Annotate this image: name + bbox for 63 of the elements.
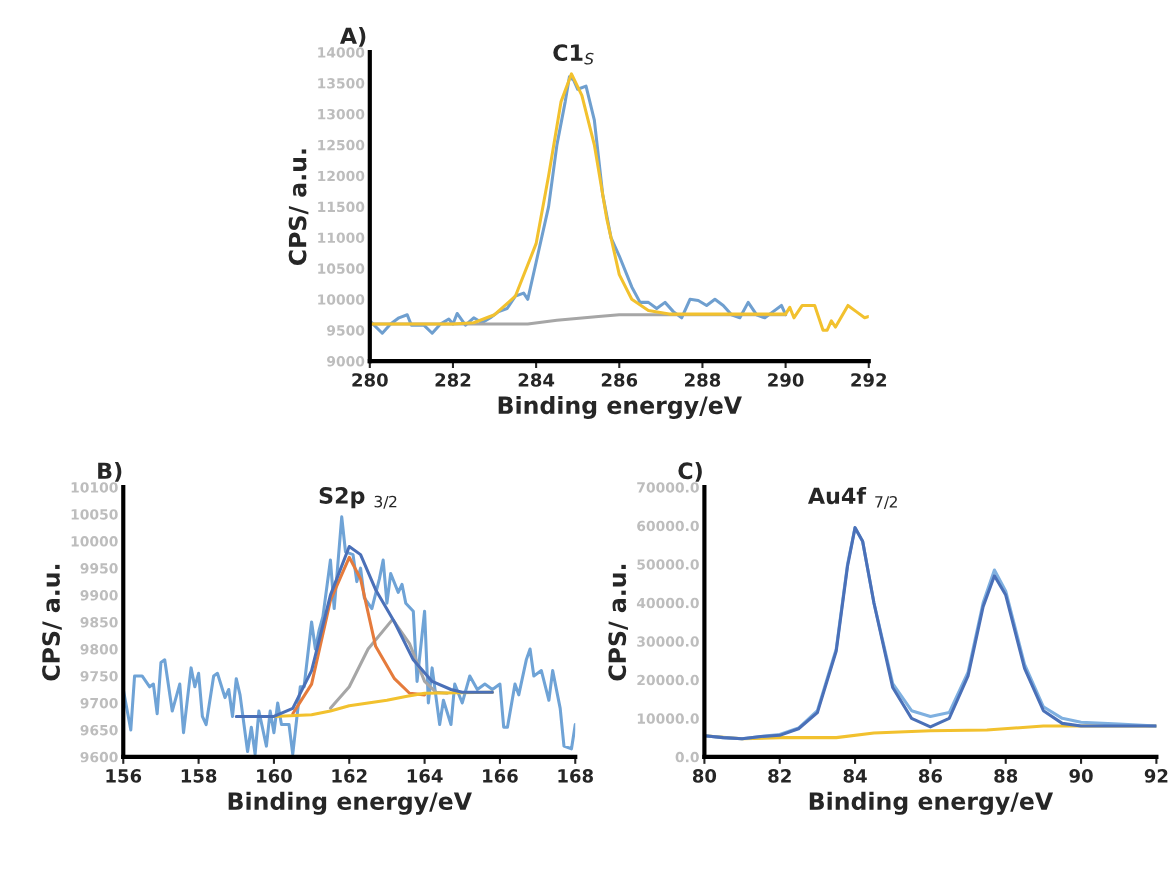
y-tick-label: 9650 bbox=[80, 724, 118, 736]
x-tick-label: 88 bbox=[994, 769, 1018, 783]
y-tick-label: 9600 bbox=[80, 751, 118, 763]
x-tick-label: 280 bbox=[352, 373, 388, 387]
y-tick-label: 9750 bbox=[80, 670, 118, 682]
x-tick-label: 84 bbox=[843, 769, 867, 783]
x-tick-label: 158 bbox=[181, 769, 217, 783]
x-tick-label: 92 bbox=[1144, 769, 1168, 783]
y-tick-label: 10000 bbox=[318, 294, 365, 305]
y-tick-label: 13500 bbox=[318, 78, 365, 89]
x-tick-label: 80 bbox=[692, 769, 717, 783]
annotation: Au4f $_{7/2}$ bbox=[808, 486, 897, 509]
y-tick-label: 10100 bbox=[71, 482, 118, 493]
y-tick-label: 14000 bbox=[318, 47, 365, 58]
chart-title: A) bbox=[339, 27, 366, 47]
chart-title: C) bbox=[678, 462, 702, 482]
y-tick-label: 13000 bbox=[318, 108, 365, 120]
y-tick-label: 40000.0 bbox=[636, 597, 699, 609]
x-tick-label: 164 bbox=[407, 769, 443, 783]
x-tick-label: 290 bbox=[768, 373, 804, 387]
y-tick-label: 9700 bbox=[80, 697, 118, 709]
y-tick-label: 9900 bbox=[80, 590, 118, 601]
y-tick-label: 12000 bbox=[318, 170, 365, 182]
y-tick-label: 12500 bbox=[318, 139, 365, 151]
annotation: S2p $_{3/2}$ bbox=[319, 487, 397, 509]
x-tick-label: 86 bbox=[918, 769, 942, 783]
y-axis-title: CPS/ a.u. bbox=[608, 564, 629, 681]
y-tick-label: 60000.0 bbox=[637, 520, 699, 532]
y-tick-label: 20000.0 bbox=[637, 674, 699, 686]
x-tick-label: 156 bbox=[106, 769, 142, 783]
x-tick-label: 168 bbox=[558, 769, 593, 783]
y-tick-label: 70000.0 bbox=[637, 482, 699, 493]
x-tick-label: 162 bbox=[332, 769, 367, 783]
x-tick-label: 286 bbox=[601, 373, 638, 387]
y-tick-label: 11000 bbox=[318, 232, 365, 243]
y-tick-label: 10500 bbox=[318, 263, 365, 274]
x-axis-title: Binding energy/eV bbox=[228, 791, 472, 815]
x-tick-label: 292 bbox=[851, 373, 887, 387]
x-axis-title: Binding energy/eV bbox=[809, 791, 1054, 815]
x-tick-label: 288 bbox=[685, 373, 721, 387]
x-tick-label: 90 bbox=[1069, 769, 1093, 783]
x-tick-label: 166 bbox=[483, 769, 518, 783]
chart-title: B) bbox=[98, 462, 122, 482]
x-tick-label: 160 bbox=[257, 769, 292, 783]
y-tick-label: 10050 bbox=[71, 509, 118, 520]
y-tick-label: 11500 bbox=[318, 201, 365, 213]
y-tick-label: 9800 bbox=[80, 643, 118, 655]
y-tick-label: 10000.0 bbox=[637, 713, 699, 724]
y-tick-label: 50000.0 bbox=[637, 559, 699, 570]
x-tick-label: 284 bbox=[518, 373, 555, 387]
y-tick-label: 9500 bbox=[327, 325, 365, 336]
y-tick-label: 9950 bbox=[80, 563, 118, 574]
y-tick-label: 9850 bbox=[80, 617, 118, 628]
y-tick-label: 9000 bbox=[327, 356, 365, 367]
annotation: C1$_{S}$ bbox=[553, 44, 594, 65]
y-axis-title: CPS/ a.u. bbox=[42, 564, 62, 681]
x-tick-label: 82 bbox=[768, 769, 791, 783]
y-axis-title: CPS/ a.u. bbox=[288, 149, 309, 266]
y-tick-label: 10000 bbox=[71, 536, 118, 547]
x-axis-title: Binding energy/eV bbox=[498, 395, 742, 419]
y-tick-label: 30000.0 bbox=[637, 636, 699, 647]
x-tick-label: 282 bbox=[435, 373, 471, 387]
y-tick-label: 0.0 bbox=[675, 751, 699, 763]
